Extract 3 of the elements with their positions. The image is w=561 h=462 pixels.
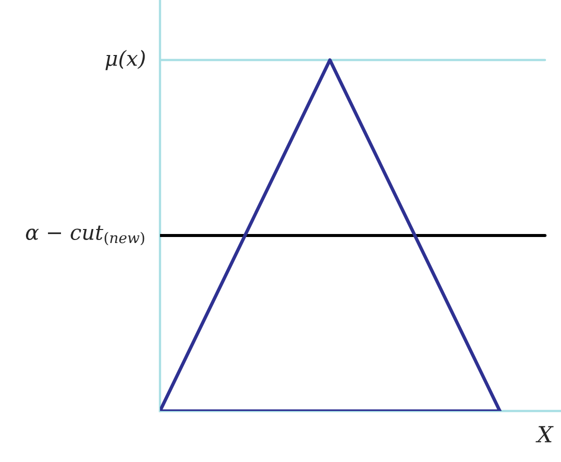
x-axis-title: X (536, 426, 554, 442)
ref-line-label: μ(x) (105, 50, 145, 70)
ref-line-label: α − cut$_{(new)}$ (26, 226, 144, 246)
